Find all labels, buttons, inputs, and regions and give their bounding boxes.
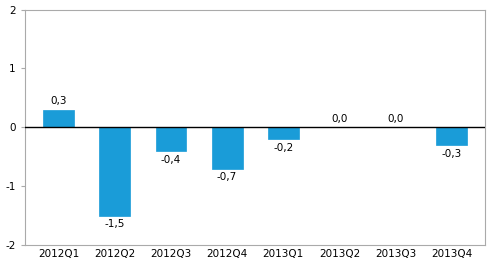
Text: -0,4: -0,4	[161, 154, 181, 165]
Text: 0,0: 0,0	[387, 114, 404, 124]
Bar	[268, 127, 299, 139]
Text: 0,0: 0,0	[331, 114, 348, 124]
Bar	[436, 127, 467, 145]
Bar	[99, 127, 130, 216]
Bar	[156, 127, 187, 151]
Text: -0,7: -0,7	[217, 172, 237, 182]
Bar	[212, 127, 243, 169]
Text: 0,3: 0,3	[51, 96, 67, 106]
Text: -0,3: -0,3	[441, 149, 462, 159]
Text: -1,5: -1,5	[105, 219, 125, 229]
Text: -0,2: -0,2	[273, 143, 294, 153]
Bar	[43, 110, 74, 127]
